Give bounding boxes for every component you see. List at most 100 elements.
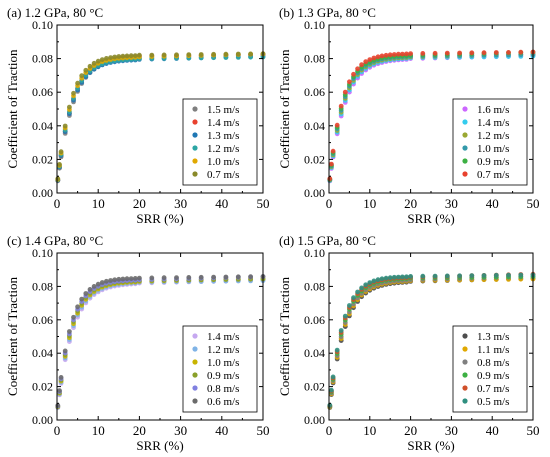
data-point [116,276,122,282]
data-point [71,90,76,96]
data-point [174,275,179,280]
legend-label: 1.4 m/s [207,117,239,129]
x-tick-label: 30 [445,423,458,438]
y-tick-label: 0.08 [304,52,325,66]
data-point [58,375,64,380]
data-point [347,303,352,308]
legend-marker [462,158,468,164]
data-point [108,278,113,283]
data-point [112,277,118,283]
data-point [355,66,360,72]
data-point [506,50,511,55]
data-point [161,275,167,281]
data-point [506,272,511,278]
data-point [67,329,72,334]
data-point [375,277,381,283]
x-tick-label: 30 [174,423,187,438]
data-point [371,55,377,61]
legend-marker [192,106,198,112]
y-tick-label: 0.10 [304,246,325,260]
data-point [112,54,118,60]
data-point [338,103,344,109]
x-axis-label: SRR (%) [136,211,183,226]
y-tick-label: 0.02 [32,380,53,394]
legend-marker [192,333,198,339]
data-point [391,52,397,57]
data-point [329,161,334,167]
legend-marker [192,171,198,177]
legend-marker [192,119,198,125]
data-point [104,56,109,61]
legend-label: 0.5 m/s [477,396,509,408]
x-tick-label: 40 [215,196,228,211]
y-tick-label: 0.00 [32,186,53,200]
y-tick-label: 0.10 [32,18,53,32]
legend-label: 1.0 m/s [207,156,239,168]
y-tick-label: 0.02 [304,380,325,394]
legend-marker [462,145,468,151]
data-point [79,296,85,302]
data-point [342,313,348,319]
legend-label: 0.6 m/s [207,396,239,408]
legend-label: 1.1 m/s [477,344,509,356]
data-point [174,52,179,58]
x-tick-label: 50 [257,196,270,211]
data-point [137,275,142,281]
x-tick-label: 30 [445,196,458,211]
data-point [99,280,105,285]
data-point [396,51,401,57]
x-tick-label: 20 [404,196,417,211]
legend-label: 0.8 m/s [477,357,509,369]
x-tick-label: 10 [363,196,376,211]
data-point [161,52,167,58]
data-point [420,51,426,56]
data-point [57,388,62,393]
data-point [387,275,393,281]
data-point [149,275,155,281]
legend-marker [462,333,468,339]
legend-box [182,325,258,413]
legend-label: 0.7 m/s [477,383,509,395]
legend-marker [462,171,468,177]
data-point [211,51,217,57]
data-point [330,148,336,154]
data-point [67,104,72,110]
data-point [83,67,89,73]
data-point [432,273,438,279]
legend-label: 1.3 m/s [207,130,239,142]
y-tick-label: 0.00 [304,413,325,427]
data-point [367,280,373,285]
data-point [367,57,373,62]
data-point [329,387,334,393]
y-tick-label: 0.02 [304,152,325,166]
panel-title: (d) 1.5 GPa, 80 °C [279,233,376,248]
x-axis-label: SRR (%) [407,438,454,453]
data-point [211,274,217,280]
data-point [79,73,85,79]
y-tick-label: 0.06 [32,85,53,99]
data-point [149,52,155,58]
data-point [62,123,68,129]
data-point [408,274,413,279]
y-tick-label: 0.00 [32,413,53,427]
x-tick-label: 0 [326,423,333,438]
legend-marker [462,106,468,112]
y-tick-label: 0.08 [32,52,53,66]
data-point [91,60,97,66]
legend-label: 1.2 m/s [207,344,239,356]
x-tick-label: 10 [92,196,105,211]
legend-label: 1.6 m/s [477,104,509,116]
data-point [444,273,450,279]
data-point [432,50,438,56]
data-point [391,274,397,280]
x-tick-label: 40 [486,196,499,211]
legend-label: 0.9 m/s [207,370,239,382]
data-point [334,122,340,128]
legend-label: 0.9 m/s [477,370,509,382]
y-tick-label: 0.04 [32,346,53,360]
data-point [493,50,499,55]
data-point [387,52,393,58]
data-point [383,52,389,58]
data-point [408,51,413,56]
data-point [518,49,524,55]
